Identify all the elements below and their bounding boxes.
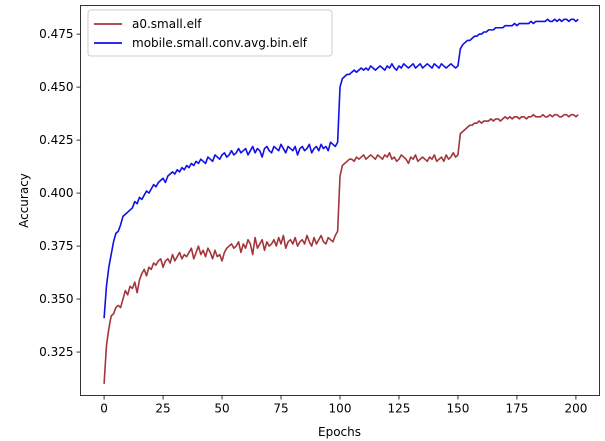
y-tick-label: 0.400	[39, 186, 73, 200]
series-line-a0-small-elf	[103, 113, 579, 384]
x-tick-label: 100	[329, 402, 352, 416]
x-tick-label: 75	[273, 402, 288, 416]
x-tick-label: 175	[505, 402, 528, 416]
series-layer	[103, 18, 579, 384]
legend-label-a0-small-elf: a0.small.elf	[132, 17, 202, 31]
x-tick-label: 25	[155, 402, 170, 416]
legend-label-mobile-small-conv-avg-bin-elf: mobile.small.conv.avg.bin.elf	[132, 36, 308, 50]
y-tick-label: 0.325	[39, 345, 73, 359]
x-tick-label: 50	[214, 402, 229, 416]
y-tick-label: 0.425	[39, 133, 73, 147]
x-tick-label: 0	[100, 402, 108, 416]
x-tick-label: 200	[564, 402, 587, 416]
y-tick-label: 0.350	[39, 292, 73, 306]
y-tick-label: 0.475	[39, 27, 73, 41]
legend-box	[87, 9, 333, 57]
y-tick-label: 0.450	[39, 80, 73, 94]
y-axis: 0.325 0.350 0.375 0.400 0.425 0.450 0.475	[39, 27, 81, 359]
x-tick-label: 150	[447, 402, 470, 416]
plot-frame	[80, 5, 600, 396]
series-line-mobile-small-conv-avg-bin-elf	[103, 18, 579, 319]
x-tick-label: 125	[388, 402, 411, 416]
y-tick-label: 0.375	[39, 239, 73, 253]
x-axis: 0 25 50 75 100 125 150 175 200	[100, 395, 587, 416]
x-axis-label: Epochs	[318, 425, 361, 439]
legend: a0.small.elf mobile.small.conv.avg.bin.e…	[87, 9, 333, 57]
y-axis-label: Accuracy	[17, 173, 31, 228]
